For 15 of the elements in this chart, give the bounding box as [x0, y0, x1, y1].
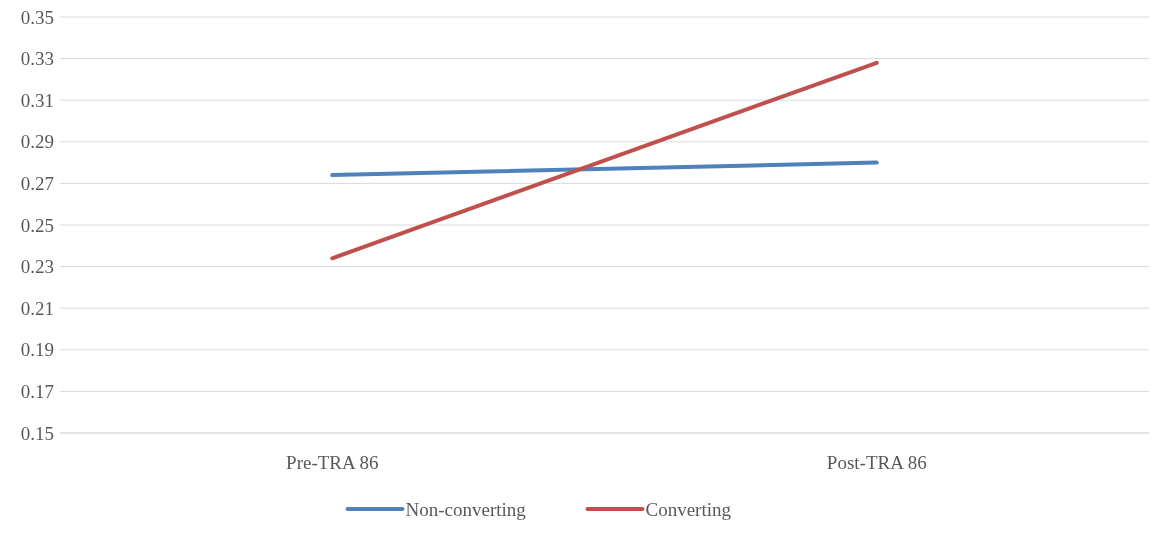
y-tick-label: 0.35 — [20, 6, 54, 28]
y-tick-label: 0.25 — [20, 214, 54, 236]
y-tick-label: 0.15 — [20, 422, 54, 444]
y-tick-label: 0.19 — [20, 339, 54, 361]
y-tick-label: 0.31 — [20, 89, 54, 111]
y-tick-label: 0.33 — [20, 48, 54, 70]
x-tick-label: Post-TRA 86 — [826, 452, 927, 473]
y-tick-label: 0.21 — [20, 297, 54, 319]
legend-label: Converting — [645, 498, 732, 520]
y-tick-label: 0.23 — [20, 256, 54, 278]
legend-label: Non-converting — [405, 498, 527, 520]
y-tick-label: 0.17 — [20, 381, 54, 403]
y-tick-label: 0.29 — [20, 131, 54, 153]
x-tick-label: Pre-TRA 86 — [286, 452, 379, 473]
y-tick-label: 0.27 — [20, 173, 54, 195]
